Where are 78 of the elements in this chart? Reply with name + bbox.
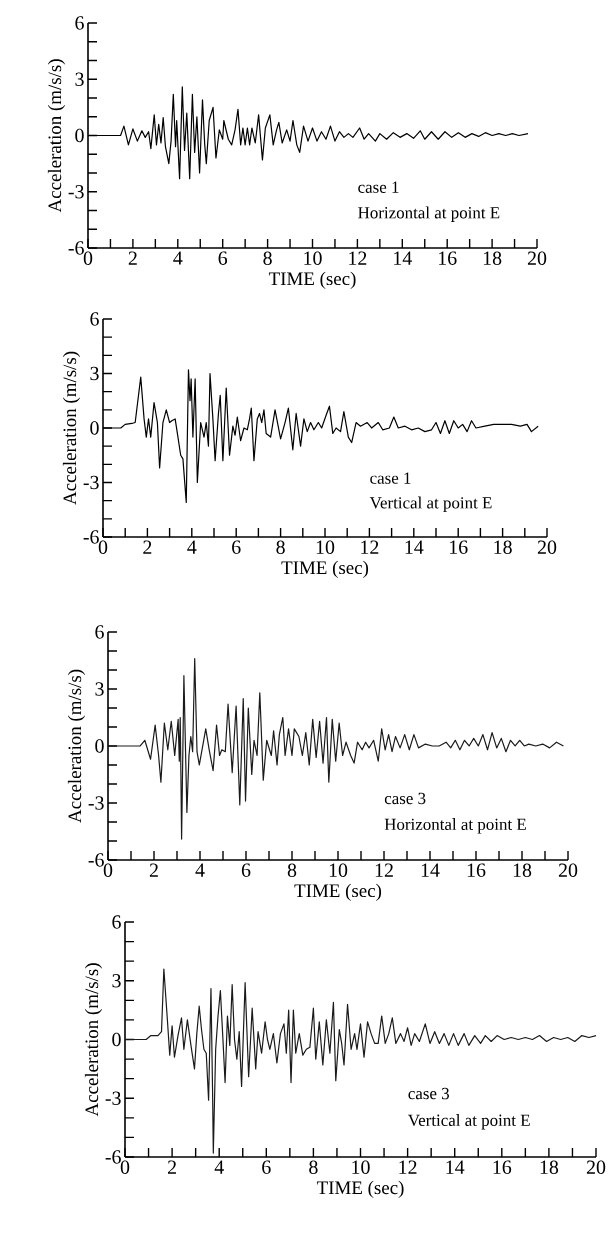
y-tick-label: -3 xyxy=(88,796,104,810)
y-axis-title: Acceleration (m/s/s) xyxy=(62,351,81,505)
y-tick-label: 0 xyxy=(95,739,104,753)
y-tick-label: -6 xyxy=(68,241,84,255)
x-tick-label: 14 xyxy=(421,863,440,877)
x-tick-label: 8 xyxy=(276,540,285,554)
x-tick-label: 8 xyxy=(309,1160,318,1174)
y-axis-title: Acceleration (m/s/s) xyxy=(47,59,66,213)
x-tick-label: 20 xyxy=(558,863,578,877)
x-tick-label: 6 xyxy=(232,540,241,554)
x-tick-label: 4 xyxy=(173,251,183,265)
x-axis-title: TIME (sec) xyxy=(294,883,382,901)
y-tick-label: -6 xyxy=(105,1150,121,1164)
y-tick-label: 0 xyxy=(75,128,84,143)
x-tick-label: 2 xyxy=(128,251,137,265)
annotation: Horizontal at point E xyxy=(358,206,500,222)
x-tick-label: 4 xyxy=(187,540,197,554)
y-tick-label: 3 xyxy=(75,72,84,86)
y-tick-label: 3 xyxy=(90,366,99,381)
x-axis-title: TIME (sec) xyxy=(268,271,356,289)
x-tick-label: 2 xyxy=(167,1160,176,1174)
x-tick-label: 20 xyxy=(537,540,557,554)
x-tick-label: 12 xyxy=(399,1160,417,1174)
y-tick-label: 3 xyxy=(112,974,121,988)
x-tick-label: 6 xyxy=(218,251,228,265)
x-tick-label: 16 xyxy=(438,251,457,265)
x-tick-label: 10 xyxy=(352,1160,370,1174)
y-axis-title: Acceleration (m/s/s) xyxy=(84,963,103,1117)
y-axis-title: Acceleration (m/s/s) xyxy=(67,669,86,823)
y-tick-label: -6 xyxy=(83,530,99,544)
x-tick-label: 6 xyxy=(262,1160,271,1174)
line-series xyxy=(124,968,597,1154)
x-tick-label: 10 xyxy=(329,863,348,877)
x-tick-label: 20 xyxy=(527,251,547,265)
x-tick-label: 12 xyxy=(361,540,379,554)
x-tick-label: 18 xyxy=(540,1160,559,1174)
x-tick-label: 18 xyxy=(483,251,502,265)
y-tick-label: 6 xyxy=(95,625,104,639)
x-tick-label: 4 xyxy=(195,863,205,877)
x-axis-title: TIME (sec) xyxy=(316,1180,404,1198)
x-tick-label: 8 xyxy=(263,251,272,265)
y-tick-label: 6 xyxy=(90,312,99,326)
x-tick-label: 14 xyxy=(405,540,424,554)
annotation: case 3 xyxy=(384,792,426,805)
x-tick-label: 6 xyxy=(241,863,251,877)
x-tick-label: 14 xyxy=(446,1160,465,1174)
annotation: case 1 xyxy=(358,181,399,193)
x-tick-label: 20 xyxy=(586,1160,606,1174)
y-tick-label: -3 xyxy=(105,1091,121,1105)
annotation: Horizontal at point E xyxy=(384,818,526,834)
x-tick-label: 14 xyxy=(394,251,412,265)
annotation: Vertical at point E xyxy=(407,1114,530,1130)
x-axis-title: TIME (sec) xyxy=(281,560,369,578)
annotation: Vertical at point E xyxy=(369,496,492,512)
annotation: case 1 xyxy=(370,472,411,484)
x-tick-label: 12 xyxy=(349,251,367,265)
x-tick-label: 16 xyxy=(493,1160,512,1174)
y-tick-label: 3 xyxy=(95,682,104,696)
y-tick-label: 0 xyxy=(90,421,99,435)
x-tick-label: 18 xyxy=(494,540,512,554)
y-tick-label: -6 xyxy=(88,853,104,867)
x-tick-label: 4 xyxy=(214,1160,224,1174)
x-tick-label: 2 xyxy=(143,540,152,554)
x-tick-label: 2 xyxy=(149,863,158,877)
x-tick-label: 10 xyxy=(304,251,322,265)
x-tick-label: 18 xyxy=(513,863,532,877)
y-tick-label: 6 xyxy=(75,16,84,30)
x-tick-label: 10 xyxy=(316,540,335,554)
y-tick-label: -3 xyxy=(83,475,99,490)
x-tick-label: 16 xyxy=(467,863,486,877)
y-tick-label: 6 xyxy=(112,915,121,929)
annotation: case 3 xyxy=(408,1087,449,1100)
y-tick-label: 0 xyxy=(112,1032,121,1047)
line-series xyxy=(107,657,565,840)
x-tick-label: 8 xyxy=(287,863,297,877)
x-tick-label: 16 xyxy=(449,540,468,554)
y-tick-label: -3 xyxy=(68,185,84,199)
x-tick-label: 12 xyxy=(375,863,393,877)
